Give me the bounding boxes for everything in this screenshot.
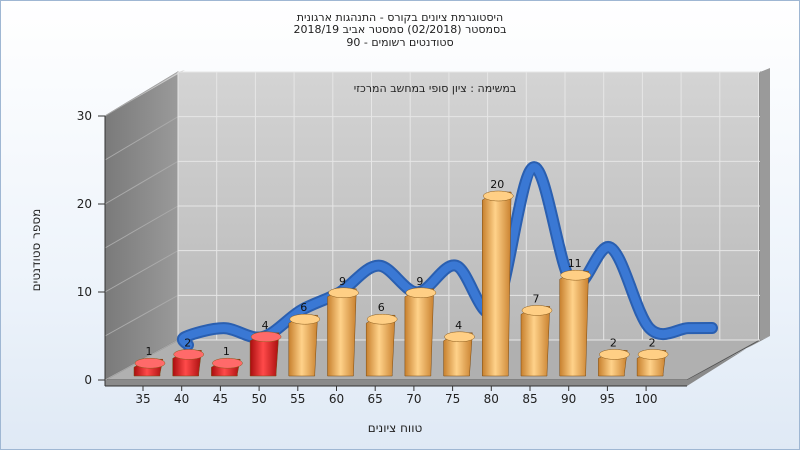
bar-value-label: 1 <box>146 345 153 358</box>
bar <box>520 306 551 377</box>
chart-subtitle: במשימה : ציון סופי במחשב המרכזי <box>354 82 517 95</box>
bar-value-label: 6 <box>378 301 385 314</box>
bar-value-label: 1 <box>223 345 230 358</box>
x-tick-label: 70 <box>406 392 421 406</box>
bar-value-label: 9 <box>339 275 346 288</box>
bar-cap <box>560 269 591 281</box>
bar-value-label: 4 <box>262 319 269 332</box>
bar-group: 2 <box>598 336 630 377</box>
bar-group: 9 <box>404 275 437 377</box>
bar-group: 4 <box>249 319 282 377</box>
x-tick-label: 40 <box>174 392 189 406</box>
gridline-side <box>104 294 179 337</box>
bar-cap <box>366 313 398 325</box>
bar <box>482 191 512 377</box>
bar <box>365 314 396 377</box>
bar-cap <box>599 349 630 360</box>
side-wall <box>104 71 179 381</box>
bar-cap <box>212 357 243 369</box>
bar-value-label: 4 <box>455 319 462 332</box>
bars-layer: 1 2 1 4 6 9 6 9 4 20 7 11 2 2 <box>133 178 669 377</box>
x-tick-label: 100 <box>635 392 658 406</box>
right-edge <box>760 68 770 340</box>
bar-group: 6 <box>365 301 398 377</box>
bar-cap <box>483 190 514 202</box>
bar-group: 2 <box>172 336 204 377</box>
bar-cap <box>134 357 166 369</box>
x-tick-label: 85 <box>522 392 537 406</box>
bar <box>249 332 280 377</box>
floor-edge <box>105 336 770 386</box>
axes-layer: 0 10 20 30 35 40 45 50 55 60 65 70 75 80 85 90 95 100 <box>77 109 687 406</box>
bar <box>559 270 589 377</box>
x-tick-label: 55 <box>290 392 305 406</box>
x-tick-label: 35 <box>135 392 150 406</box>
bar-value-label: 20 <box>490 178 504 191</box>
bar-group: 11 <box>559 257 591 377</box>
y-tick-label: 20 <box>77 197 92 211</box>
chart-title-line-3: סטודנטים רשומים - 90 <box>346 36 454 49</box>
bar-group: 6 <box>288 301 321 377</box>
bar-group: 2 <box>636 336 669 377</box>
bar-cap <box>405 287 437 299</box>
y-tick-label: 0 <box>84 373 92 387</box>
bar-cap <box>637 349 669 360</box>
chart-title-line-2: בסמסטר (02/2018) סמסטר אביב 2018/19 <box>293 23 507 36</box>
gridline-side <box>104 250 179 293</box>
x-tick-label: 75 <box>445 392 460 406</box>
x-axis-title: טווח ציונים <box>368 421 423 435</box>
bar-group: 7 <box>520 292 553 377</box>
bar-group: 4 <box>443 319 475 377</box>
bar-value-label: 2 <box>184 336 191 349</box>
bar-cap <box>444 331 475 343</box>
chart-title-line-1: היסטוגרמת ציונים בקורס - התנהגות ארגונית <box>296 11 504 24</box>
x-tick-label: 50 <box>251 392 266 406</box>
bar-value-label: 11 <box>568 257 582 270</box>
y-tick-label: 10 <box>77 285 92 299</box>
x-tick-label: 95 <box>600 392 615 406</box>
bar <box>327 288 357 377</box>
bar-cap <box>521 305 553 316</box>
bar <box>288 314 318 377</box>
bar-group: 20 <box>482 178 514 377</box>
bar-cap <box>289 313 321 325</box>
y-tick-label: 30 <box>77 109 92 123</box>
gridline-side <box>104 205 179 249</box>
bar <box>443 332 473 377</box>
bar-value-label: 9 <box>416 275 423 288</box>
bar-group: 1 <box>211 345 243 377</box>
bar-cap <box>173 349 204 360</box>
x-tick-label: 80 <box>484 392 499 406</box>
bar-group: 9 <box>327 275 359 377</box>
bar-value-label: 2 <box>649 336 656 349</box>
gridline-side <box>104 160 179 205</box>
bar-value-label: 6 <box>300 301 307 314</box>
x-tick-label: 45 <box>213 392 228 406</box>
x-tick-label: 65 <box>368 392 383 406</box>
bar-group: 1 <box>133 345 166 377</box>
x-tick-label: 60 <box>329 392 344 406</box>
bar-cap <box>250 331 282 343</box>
y-axis-title: מספר סטודנטים <box>29 209 43 292</box>
bar-value-label: 7 <box>533 292 540 305</box>
gridlines <box>104 71 760 381</box>
gridline-side <box>104 116 179 161</box>
x-tick-label: 90 <box>561 392 576 406</box>
bar <box>404 288 434 377</box>
bar-cap <box>328 287 359 299</box>
bar-value-label: 2 <box>610 336 617 349</box>
gridline-side <box>104 71 179 117</box>
